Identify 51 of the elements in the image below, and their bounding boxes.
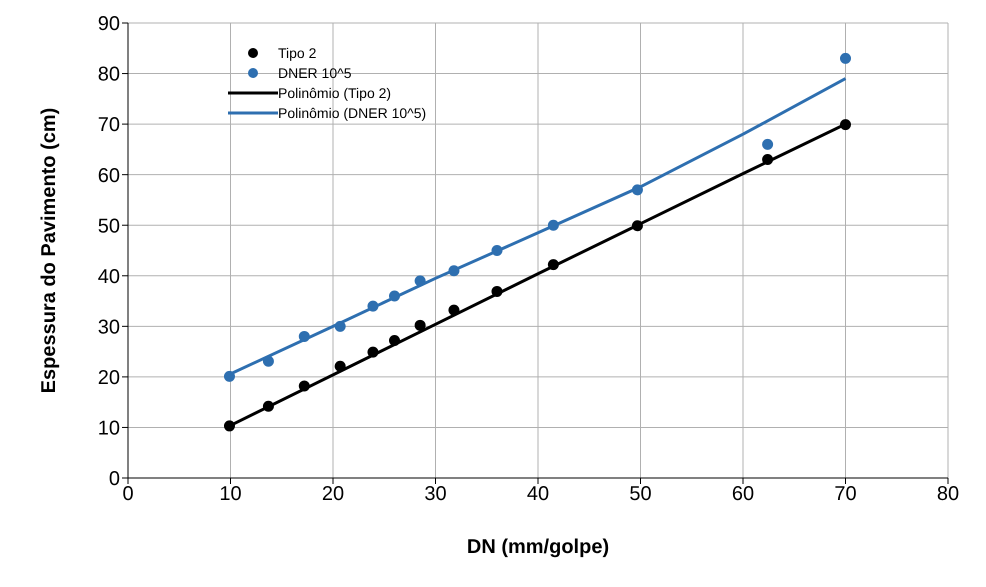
point <box>224 420 235 432</box>
point <box>632 220 643 232</box>
y-tick-label: 70 <box>98 114 120 136</box>
point <box>762 138 774 150</box>
x-tick-label: 30 <box>424 483 447 506</box>
point <box>448 304 460 316</box>
y-tick-label: 60 <box>98 164 120 187</box>
y-tick-label: 90 <box>98 13 120 36</box>
y-tick-label: 0 <box>108 468 120 490</box>
point <box>389 290 400 302</box>
x-tick-label: 20 <box>322 483 344 506</box>
legend-label: Tipo 2 <box>278 44 316 63</box>
y-tick-label: 10 <box>98 418 120 440</box>
y-axis-title: Espessura do Pavimento (cm) <box>38 108 60 394</box>
point <box>262 356 274 367</box>
point <box>262 400 274 412</box>
point <box>492 286 502 297</box>
x-tick-label: 40 <box>526 483 550 506</box>
legend-label: Polinômio (Tipo 2) <box>278 84 392 103</box>
point <box>632 184 643 196</box>
x-tick-label: 60 <box>732 483 754 506</box>
y-tick-label: 80 <box>98 64 120 86</box>
x-tick-label: 10 <box>219 483 242 506</box>
point <box>334 320 346 332</box>
point <box>334 360 346 372</box>
legend-label: DNER 10^5 <box>278 64 352 83</box>
point <box>448 265 460 276</box>
y-tick-label: 40 <box>98 266 120 288</box>
x-tick-label: 50 <box>629 483 652 506</box>
legend-label: Polinômio (DNER 10^5) <box>278 104 426 123</box>
point <box>224 370 235 382</box>
point <box>414 275 426 286</box>
point <box>840 119 851 130</box>
point <box>298 330 310 342</box>
x-tick-label: 70 <box>834 483 857 506</box>
point <box>389 334 400 346</box>
x-tick-label: 0 <box>122 483 134 506</box>
point <box>298 380 310 392</box>
point <box>414 320 426 331</box>
point <box>367 300 378 312</box>
x-axis-title: DN (mm/golpe) <box>466 536 610 558</box>
y-tick-label: 50 <box>98 215 120 238</box>
point <box>548 259 559 270</box>
point <box>492 245 502 256</box>
point <box>367 346 378 358</box>
y-tick-label: 20 <box>98 366 120 389</box>
y-tick-label: 30 <box>98 316 120 338</box>
point <box>840 52 851 64</box>
point <box>762 154 774 165</box>
x-tick-label: 80 <box>936 483 960 506</box>
point <box>548 220 559 231</box>
